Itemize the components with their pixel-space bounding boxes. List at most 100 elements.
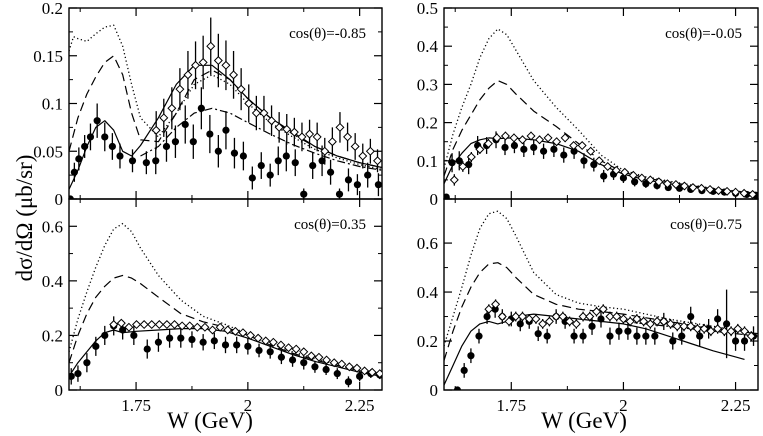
data-point-filled-circle <box>288 356 297 364</box>
data-point-open-diamond <box>291 344 301 354</box>
x-tick-label: 1.75 <box>496 396 526 415</box>
data-point-open-diamond <box>598 304 608 314</box>
y-tick-label: 0.1 <box>417 152 438 171</box>
data-point-open-diamond <box>713 324 723 334</box>
data-point-filled-circle <box>309 161 317 170</box>
data-point-open-diamond <box>594 156 604 166</box>
data-point-open-diamond <box>632 314 642 324</box>
data-point-open-diamond <box>733 324 743 334</box>
data-point-filled-circle <box>590 161 598 169</box>
data-point-filled-circle <box>453 386 462 390</box>
data-point-open-diamond <box>251 108 261 118</box>
data-point-open-diamond <box>337 359 347 369</box>
data-point-open-diamond <box>565 316 575 326</box>
y-tick-label: 0.4 <box>417 283 439 302</box>
data-point-open-diamond <box>215 322 225 332</box>
data-point-open-diamond <box>322 355 332 365</box>
data-point-filled-circle <box>579 332 587 340</box>
data-point-filled-circle <box>101 133 109 141</box>
data-point-open-diamond <box>625 316 635 326</box>
plot-area <box>444 28 758 199</box>
y-axis-title: dσ/dΩ (μb/sr) <box>12 155 37 282</box>
data-point-open-diamond <box>213 56 223 66</box>
data-point-open-diamond <box>253 333 263 343</box>
data-point-filled-circle <box>300 359 308 367</box>
y-tick-label: 0 <box>55 381 64 400</box>
data-point-filled-circle <box>274 157 282 165</box>
panel-3: 0 0.2 0.4 0.6 1.75 2 2.25 cos(θ)=0.35 <box>42 198 383 415</box>
data-point-filled-circle <box>171 138 180 146</box>
data-point-filled-circle <box>282 152 290 160</box>
data-point-open-diamond <box>739 188 749 198</box>
panel-label: cos(θ)=-0.85 <box>289 26 366 42</box>
data-point-open-diamond <box>688 183 698 193</box>
data-point-open-diamond <box>151 125 161 135</box>
data-point-open-diamond <box>327 137 337 147</box>
x-axis-title-right: W (GeV) <box>541 408 627 433</box>
plot-area <box>444 210 758 390</box>
data-point-open-diamond <box>183 70 193 80</box>
data-point-filled-circle <box>130 331 138 340</box>
data-point-open-diamond <box>535 135 545 145</box>
data-point-open-diamond <box>620 167 630 177</box>
data-point-open-diamond <box>659 316 669 326</box>
data-point-open-diamond <box>244 98 254 109</box>
data-point-open-diamond <box>314 352 324 362</box>
plot-area <box>69 17 382 199</box>
data-point-open-diamond <box>706 326 716 336</box>
data-point-filled-circle <box>81 142 89 151</box>
data-point-open-diamond <box>343 132 353 142</box>
y-tick-label: 0 <box>55 190 64 209</box>
data-point-filled-circle <box>539 147 548 155</box>
data-point-filled-circle <box>199 338 207 346</box>
data-point-open-diamond <box>679 321 689 331</box>
y-tick-label: 0 <box>430 381 439 400</box>
data-point-open-diamond <box>618 314 628 324</box>
data-point-open-diamond <box>491 299 501 309</box>
data-point-filled-circle <box>206 130 214 138</box>
data-point-open-diamond <box>696 183 706 193</box>
data-point-filled-circle <box>510 141 519 150</box>
data-point-filled-circle <box>344 378 353 386</box>
data-point-filled-circle <box>534 330 542 338</box>
data-point-open-diamond <box>511 312 521 322</box>
data-point-open-diamond <box>586 146 596 156</box>
data-point-filled-circle <box>230 149 239 157</box>
data-point-open-diamond <box>305 129 315 139</box>
y-tick-label: 0.05 <box>33 142 63 161</box>
data-point-filled-circle <box>374 181 382 189</box>
data-point-filled-circle <box>543 332 551 340</box>
series-line-dotted <box>444 210 758 347</box>
data-point-filled-circle <box>550 145 558 153</box>
data-point-filled-circle <box>248 174 256 182</box>
data-point-open-diamond <box>229 70 239 80</box>
data-point-filled-circle <box>197 104 205 112</box>
data-point-filled-circle <box>356 372 364 380</box>
data-point-filled-circle <box>475 332 483 340</box>
data-point-filled-circle <box>723 320 731 328</box>
y-tick-label: 0.2 <box>417 114 438 133</box>
data-point-filled-circle <box>600 172 608 180</box>
data-point-filled-circle <box>483 312 491 321</box>
data-point-filled-circle <box>92 342 100 350</box>
data-point-filled-circle <box>642 180 650 188</box>
data-point-open-diamond <box>719 326 729 336</box>
data-point-filled-circle <box>93 117 101 125</box>
data-point-open-diamond <box>484 304 494 314</box>
data-point-filled-circle <box>714 315 722 323</box>
data-point-filled-circle <box>233 341 241 349</box>
data-point-filled-circle <box>266 171 274 179</box>
data-point-open-diamond <box>139 320 149 330</box>
plot-frame <box>68 198 383 391</box>
data-point-filled-circle <box>255 346 263 355</box>
data-point-filled-circle <box>322 365 330 374</box>
data-point-filled-circle <box>83 359 91 367</box>
data-point-filled-circle <box>108 142 116 151</box>
data-point-filled-circle <box>696 332 704 340</box>
data-point-filled-circle <box>580 157 588 165</box>
data-point-open-diamond <box>267 116 277 126</box>
data-point-filled-circle <box>154 338 163 346</box>
data-point-filled-circle <box>335 190 344 198</box>
data-point-open-diamond <box>692 324 702 334</box>
data-point-filled-circle <box>86 133 95 141</box>
